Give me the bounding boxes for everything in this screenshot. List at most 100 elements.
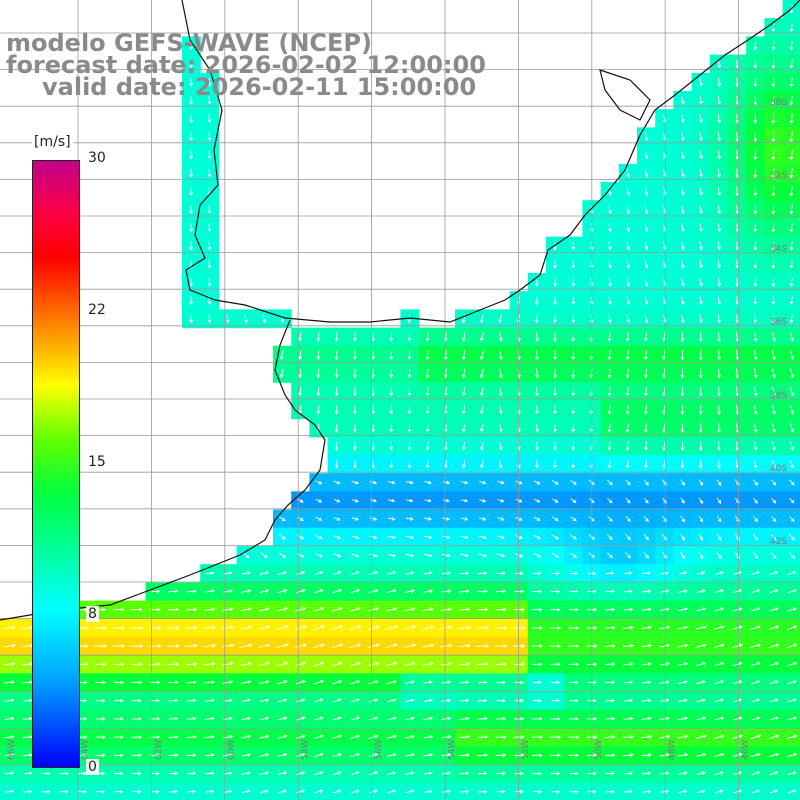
wind-arrow bbox=[405, 789, 415, 794]
wind-arrow bbox=[733, 571, 742, 575]
wind-arrow bbox=[441, 789, 451, 794]
wind-arrow bbox=[476, 644, 490, 648]
wind-arrow bbox=[4, 734, 15, 739]
wind-arrow bbox=[259, 716, 270, 721]
wind-arrow bbox=[499, 368, 503, 379]
wind-arrow bbox=[752, 515, 758, 523]
wind-arrow bbox=[207, 132, 212, 142]
wind-arrow bbox=[553, 332, 557, 343]
wind-arrow bbox=[732, 698, 743, 703]
wind-arrow bbox=[789, 277, 794, 288]
wind-arrow bbox=[642, 571, 651, 575]
wind-arrow bbox=[279, 516, 286, 522]
wind-arrow bbox=[553, 259, 557, 269]
wind-arrow bbox=[752, 533, 759, 541]
wind-arrow bbox=[148, 644, 162, 648]
wind-arrow bbox=[569, 771, 579, 776]
wind-arrow bbox=[625, 368, 630, 379]
wind-arrow bbox=[113, 680, 125, 685]
wind-arrow bbox=[623, 662, 634, 666]
longitude-label: 54W bbox=[447, 740, 457, 760]
wind-arrow bbox=[496, 698, 506, 703]
wind-arrow bbox=[771, 277, 776, 288]
wind-arrow bbox=[752, 551, 759, 560]
wind-arrow bbox=[625, 350, 630, 361]
wind-arrow bbox=[753, 423, 758, 434]
colorbar-tick-0: 0 bbox=[86, 759, 99, 775]
longitude-labels: 66W 64W 62W 60W 58W 56W 54W 52W 50W 48W 46W bbox=[7, 740, 751, 760]
wind-arrow bbox=[353, 387, 357, 397]
wind-arrow bbox=[789, 241, 794, 251]
wind-arrow bbox=[753, 149, 758, 161]
wind-arrow bbox=[787, 607, 797, 612]
wind-arrow bbox=[189, 187, 193, 197]
wind-arrow bbox=[496, 553, 506, 558]
wind-arrow bbox=[569, 698, 579, 703]
wind-arrow bbox=[551, 534, 559, 540]
wind-arrow bbox=[387, 771, 397, 775]
wind-arrow bbox=[480, 386, 484, 397]
wind-arrow bbox=[533, 516, 541, 521]
wind-arrow bbox=[369, 553, 378, 558]
wind-arrow bbox=[95, 717, 106, 721]
wind-arrow bbox=[607, 386, 612, 397]
wind-arrow bbox=[622, 735, 634, 739]
wind-arrow bbox=[568, 662, 580, 667]
wind-arrow bbox=[644, 460, 648, 469]
wind-arrow bbox=[605, 607, 616, 612]
wind-arrow bbox=[643, 533, 649, 541]
wind-arrow bbox=[295, 716, 306, 721]
wind-arrow bbox=[571, 332, 576, 343]
wind-arrow bbox=[334, 368, 339, 379]
wind-arrow bbox=[771, 479, 777, 486]
wind-arrow bbox=[535, 460, 539, 469]
wind-arrow bbox=[114, 771, 124, 776]
wind-arrow bbox=[498, 460, 503, 469]
wind-arrow bbox=[277, 771, 288, 776]
wind-arrow bbox=[771, 113, 776, 125]
wind-arrow bbox=[699, 96, 703, 106]
wind-arrow bbox=[279, 350, 284, 361]
longitude-label: 62W bbox=[154, 740, 164, 760]
wind-arrow bbox=[296, 571, 306, 575]
wind-arrow bbox=[699, 205, 703, 215]
wind-arrow bbox=[605, 680, 616, 685]
wind-arrow bbox=[608, 205, 612, 215]
wind-arrow bbox=[497, 498, 505, 503]
wind-arrow bbox=[626, 241, 631, 251]
wind-arrow bbox=[659, 716, 670, 721]
wind-arrow bbox=[407, 405, 412, 415]
wind-arrow bbox=[425, 405, 430, 415]
colorbar-tick-22: 22 bbox=[86, 302, 108, 318]
wind-arrow bbox=[532, 717, 543, 721]
wind-arrow bbox=[551, 680, 561, 685]
wind-arrow bbox=[789, 314, 794, 324]
wind-arrow bbox=[332, 716, 342, 721]
wind-arrow bbox=[532, 571, 542, 576]
wind-arrow bbox=[553, 405, 557, 415]
wind-arrow bbox=[259, 753, 270, 757]
wind-arrow bbox=[458, 662, 471, 666]
wind-cell bbox=[782, 546, 800, 565]
wind-arrow bbox=[23, 771, 33, 776]
wind-arrow bbox=[660, 589, 670, 594]
wind-arrow bbox=[131, 735, 143, 739]
wind-arrow bbox=[259, 789, 269, 794]
longitude-label: 60W bbox=[227, 740, 237, 760]
wind-arrow bbox=[771, 515, 777, 523]
wind-arrow bbox=[186, 589, 197, 594]
wind-arrow bbox=[132, 753, 142, 758]
wind-arrow bbox=[404, 589, 415, 593]
wind-arrow bbox=[477, 753, 489, 757]
wind-arrow bbox=[771, 423, 776, 434]
wind-arrow bbox=[771, 259, 776, 270]
wind-arrow bbox=[334, 423, 339, 433]
wind-arrow bbox=[717, 404, 721, 416]
wind-arrow bbox=[459, 771, 470, 776]
wind-arrow bbox=[568, 680, 579, 685]
wind-arrow bbox=[239, 643, 253, 648]
wind-arrow bbox=[351, 535, 360, 540]
wind-arrow bbox=[207, 278, 212, 288]
wind-arrow bbox=[771, 204, 776, 215]
wind-arrow bbox=[644, 441, 648, 452]
